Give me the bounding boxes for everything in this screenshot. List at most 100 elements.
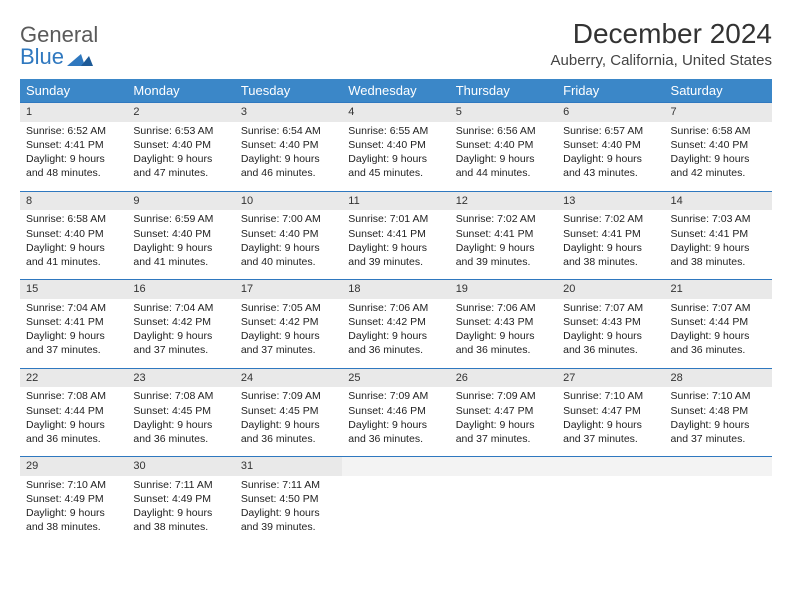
day-content-cell: Sunrise: 7:08 AMSunset: 4:45 PMDaylight:… [127,387,234,456]
col-thursday: Thursday [450,79,557,103]
sunrise-text: Sunrise: 7:10 AM [671,389,766,403]
day-content-cell: Sunrise: 6:53 AMSunset: 4:40 PMDaylight:… [127,122,234,191]
day-number-cell: 21 [665,280,772,299]
col-friday: Friday [557,79,664,103]
day-content-cell: Sunrise: 7:08 AMSunset: 4:44 PMDaylight:… [20,387,127,456]
dl2-text: and 37 minutes. [671,432,766,446]
sunrise-text: Sunrise: 7:11 AM [241,478,336,492]
dl1-text: Daylight: 9 hours [563,418,658,432]
day-number: 5 [450,103,557,122]
day-number: 12 [450,192,557,211]
day-number: 8 [20,192,127,211]
daynum-row: 15161718192021 [20,280,772,299]
day-number: 19 [450,280,557,299]
dl1-text: Daylight: 9 hours [26,329,121,343]
day-number: 18 [342,280,449,299]
day-number: 22 [20,369,127,388]
sunset-text: Sunset: 4:40 PM [563,138,658,152]
dl2-text: and 43 minutes. [563,166,658,180]
day-number-cell: 2 [127,103,234,122]
day-content-cell [665,476,772,545]
day-number: 7 [665,103,772,122]
day-number: 15 [20,280,127,299]
day-number-cell: 17 [235,280,342,299]
dl2-text: and 40 minutes. [241,255,336,269]
sunset-text: Sunset: 4:40 PM [133,138,228,152]
dl1-text: Daylight: 9 hours [26,241,121,255]
sunset-text: Sunset: 4:40 PM [26,227,121,241]
sunset-text: Sunset: 4:47 PM [563,404,658,418]
dl1-text: Daylight: 9 hours [671,241,766,255]
day-content-cell: Sunrise: 7:06 AMSunset: 4:43 PMDaylight:… [450,299,557,368]
dl2-text: and 39 minutes. [456,255,551,269]
dl2-text: and 36 minutes. [241,432,336,446]
sunset-text: Sunset: 4:42 PM [241,315,336,329]
sunrise-text: Sunrise: 7:03 AM [671,212,766,226]
location: Auberry, California, United States [551,52,773,69]
sunrise-text: Sunrise: 7:08 AM [26,389,121,403]
col-sunday: Sunday [20,79,127,103]
dl2-text: and 38 minutes. [563,255,658,269]
sunrise-text: Sunrise: 7:09 AM [456,389,551,403]
sunrise-text: Sunrise: 7:06 AM [456,301,551,315]
day-content-cell: Sunrise: 7:09 AMSunset: 4:47 PMDaylight:… [450,387,557,456]
content-row: Sunrise: 7:04 AMSunset: 4:41 PMDaylight:… [20,299,772,368]
sunset-text: Sunset: 4:40 PM [456,138,551,152]
content-row: Sunrise: 6:52 AMSunset: 4:41 PMDaylight:… [20,122,772,191]
dl2-text: and 36 minutes. [133,432,228,446]
dl2-text: and 37 minutes. [563,432,658,446]
sunset-text: Sunset: 4:40 PM [241,227,336,241]
dl2-text: and 47 minutes. [133,166,228,180]
day-content-cell: Sunrise: 7:03 AMSunset: 4:41 PMDaylight:… [665,210,772,279]
sunrise-text: Sunrise: 7:07 AM [563,301,658,315]
day-number: 23 [127,369,234,388]
dl2-text: and 37 minutes. [456,432,551,446]
day-number-cell: 5 [450,103,557,122]
sunrise-text: Sunrise: 7:05 AM [241,301,336,315]
day-number-cell: 15 [20,280,127,299]
day-number: 20 [557,280,664,299]
sunset-text: Sunset: 4:42 PM [348,315,443,329]
day-number-cell: 27 [557,368,664,387]
sunset-text: Sunset: 4:45 PM [133,404,228,418]
day-number: 2 [127,103,234,122]
day-number: 9 [127,192,234,211]
day-number: 24 [235,369,342,388]
day-number-cell: 7 [665,103,772,122]
dl2-text: and 36 minutes. [348,343,443,357]
day-number: 3 [235,103,342,122]
dl1-text: Daylight: 9 hours [563,329,658,343]
sunset-text: Sunset: 4:44 PM [26,404,121,418]
dl2-text: and 39 minutes. [348,255,443,269]
dl2-text: and 37 minutes. [241,343,336,357]
dl1-text: Daylight: 9 hours [133,506,228,520]
day-number: 25 [342,369,449,388]
logo: General Blue [20,18,98,68]
day-content-cell [450,476,557,545]
sunrise-text: Sunrise: 6:58 AM [671,124,766,138]
sunrise-text: Sunrise: 6:57 AM [563,124,658,138]
day-number-cell [557,457,664,476]
logo-icon [67,50,93,66]
dl1-text: Daylight: 9 hours [348,241,443,255]
day-content-cell: Sunrise: 7:06 AMSunset: 4:42 PMDaylight:… [342,299,449,368]
dl2-text: and 45 minutes. [348,166,443,180]
day-number-cell: 18 [342,280,449,299]
dl1-text: Daylight: 9 hours [133,152,228,166]
day-content-cell: Sunrise: 7:04 AMSunset: 4:41 PMDaylight:… [20,299,127,368]
dl2-text: and 38 minutes. [671,255,766,269]
dl1-text: Daylight: 9 hours [26,152,121,166]
day-content-cell [342,476,449,545]
day-content-cell: Sunrise: 7:11 AMSunset: 4:50 PMDaylight:… [235,476,342,545]
day-number: 16 [127,280,234,299]
dl1-text: Daylight: 9 hours [348,418,443,432]
sunset-text: Sunset: 4:49 PM [133,492,228,506]
day-number-cell: 4 [342,103,449,122]
day-number-cell: 26 [450,368,557,387]
sunrise-text: Sunrise: 7:11 AM [133,478,228,492]
sunset-text: Sunset: 4:43 PM [563,315,658,329]
dl1-text: Daylight: 9 hours [456,241,551,255]
sunrise-text: Sunrise: 7:10 AM [26,478,121,492]
dl1-text: Daylight: 9 hours [563,241,658,255]
day-number: 13 [557,192,664,211]
